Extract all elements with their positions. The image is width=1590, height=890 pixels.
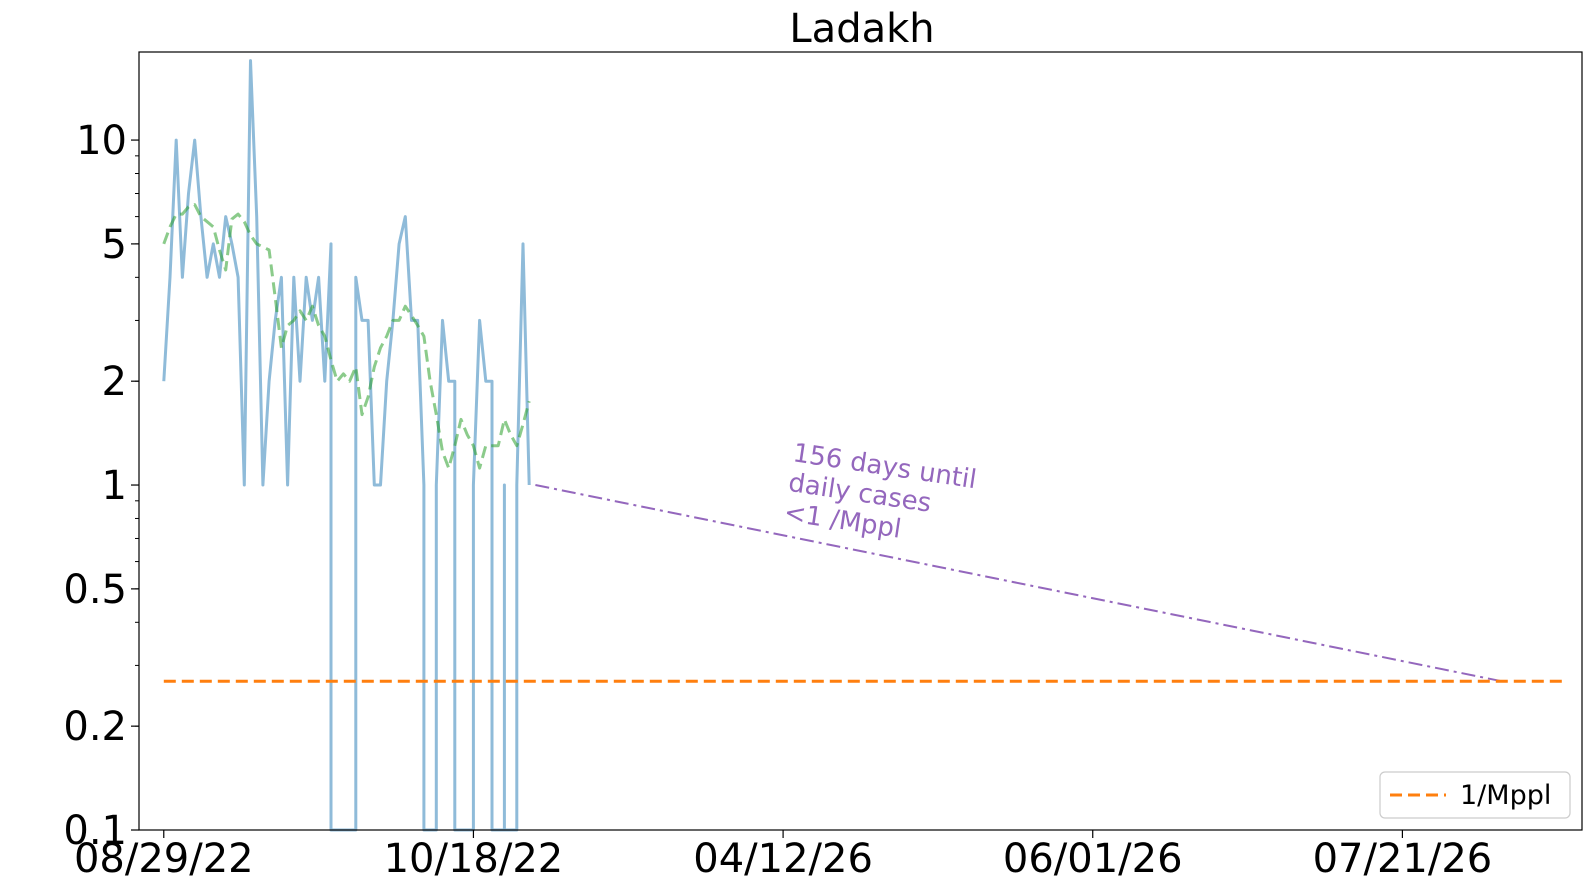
x-tick-label: 10/18/22 (384, 836, 564, 882)
y-tick-label: 0.1 (63, 808, 127, 854)
x-tick-label: 04/12/26 (693, 836, 873, 882)
legend: 1/Mppl (1379, 771, 1571, 819)
x-tick-label: 08/29/22 (74, 836, 254, 882)
series-line-daily (162, 59, 531, 832)
legend-label: 1/Mppl (1460, 780, 1551, 811)
x-tick-label: 07/21/26 (1313, 836, 1493, 882)
series-line-rolling-average (162, 203, 531, 470)
x-tick-label: 06/01/26 (1003, 836, 1183, 882)
series-layer (162, 59, 1564, 832)
chart-title: Ladakh (789, 6, 934, 52)
y-tick-label: 10 (76, 118, 127, 164)
y-tick-label: 1 (102, 463, 127, 509)
y-tick-label: 5 (102, 222, 127, 268)
legend-box (1379, 771, 1571, 819)
y-tick-label: 2 (102, 359, 127, 405)
y-tick-label: 0.2 (63, 704, 127, 750)
x-axis: 08/29/22 10/18/22 04/12/26 06/01/26 07/21/26 (74, 830, 1492, 882)
y-tick-label: 0.5 (63, 567, 127, 613)
y-axis: 0.1 0.2 0.5 1 2 5 10 (63, 118, 139, 854)
series-line-projection (535, 484, 1502, 683)
plot-frame (138, 51, 1583, 831)
